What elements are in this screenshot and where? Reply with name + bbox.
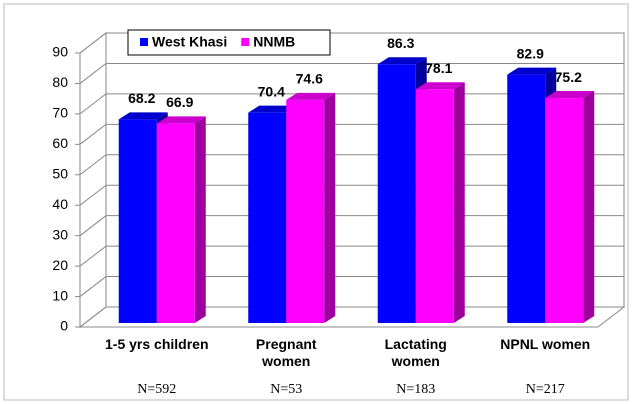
legend-swatch	[140, 38, 148, 46]
sample-size: N=217	[525, 382, 565, 397]
bar	[377, 64, 416, 324]
bar	[248, 112, 287, 323]
legend-box	[127, 29, 331, 56]
y-tick-label: 70	[52, 105, 68, 121]
legend-swatch	[241, 38, 250, 46]
bar	[415, 89, 454, 324]
bar-top	[156, 116, 206, 124]
value-label: 82.9	[517, 45, 544, 61]
grid-line	[79, 32, 624, 54]
bar	[545, 98, 584, 324]
bar	[507, 74, 546, 323]
y-tick-label: 90	[52, 44, 68, 60]
value-label: 68.2	[128, 90, 155, 106]
bar-top	[118, 112, 168, 120]
bar-top	[507, 67, 557, 75]
bar-top	[248, 105, 298, 113]
legend-label: NNMB	[253, 34, 295, 50]
sample-size: N=183	[396, 382, 436, 397]
x-tick-label: Lactating women	[384, 336, 447, 369]
sample-size: N=592	[137, 382, 177, 397]
value-label: 78.1	[425, 60, 452, 76]
y-tick-label: 50	[52, 165, 68, 181]
value-label: 75.2	[555, 69, 582, 85]
x-tick-label: NPNL women	[500, 336, 591, 352]
bar	[156, 123, 195, 324]
value-label: 74.6	[296, 71, 323, 87]
bar-side	[194, 116, 206, 324]
y-tick-label: 10	[52, 287, 68, 303]
value-label: 86.3	[387, 35, 414, 51]
bar-side	[583, 91, 595, 324]
grid-line	[79, 62, 624, 84]
y-tick-label: 60	[52, 135, 68, 151]
frame	[3, 3, 629, 401]
y-tick-label: 40	[52, 196, 68, 212]
bar-top	[286, 92, 336, 100]
bar-side	[324, 92, 336, 323]
bar-top	[545, 91, 595, 99]
value-label: 66.9	[166, 94, 193, 110]
y-tick-label: 0	[60, 318, 68, 334]
sample-size: N=53	[270, 382, 303, 397]
bar	[286, 99, 325, 323]
y-tick-label: 80	[52, 74, 68, 90]
y-tick-label: 30	[52, 226, 68, 242]
value-label: 70.4	[258, 83, 285, 99]
y-tick-label: 20	[52, 257, 68, 273]
bar-top	[415, 82, 465, 90]
x-tick-label: Pregnant women	[255, 336, 317, 369]
bar-top	[377, 57, 427, 65]
bar-side	[453, 82, 465, 324]
left-wall	[79, 31, 107, 329]
x-tick-label: 1-5 yrs children	[105, 336, 209, 352]
legend-label: West Khasi	[152, 34, 227, 50]
bar	[118, 119, 157, 323]
